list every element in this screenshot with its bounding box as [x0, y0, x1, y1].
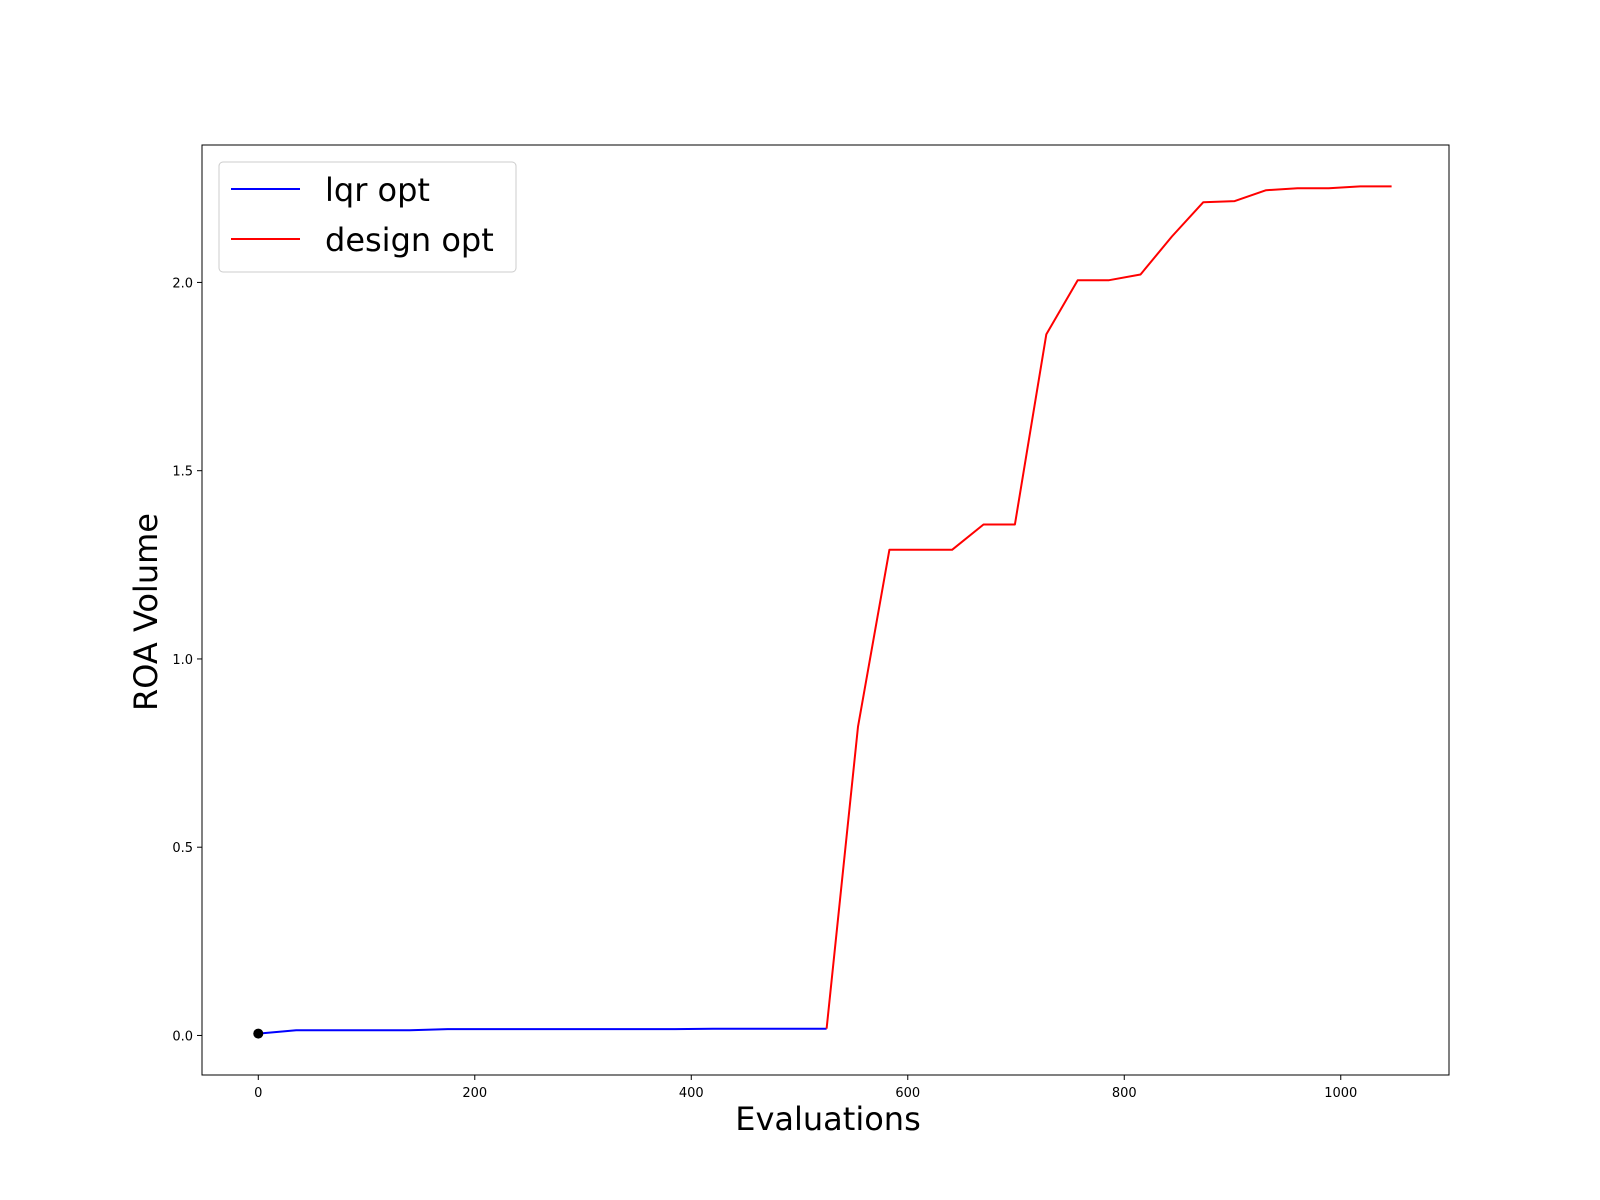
x-tick-label: 200	[462, 1086, 487, 1101]
x-tick-label: 600	[895, 1086, 920, 1101]
legend-label-lqr-opt: lqr opt	[325, 171, 430, 209]
legend: lqr opt design opt	[218, 161, 517, 273]
series-line-lqr-opt	[258, 1027, 827, 1035]
x-tick-label: 800	[1112, 1086, 1137, 1101]
x-axis-label: Evaluations	[735, 1100, 921, 1138]
y-tick-label: 1.0	[172, 653, 193, 668]
legend-label-design-opt: design opt	[325, 221, 494, 259]
axes-frame	[201, 144, 1450, 1076]
x-axis: 0 200 400 600 800 1000	[254, 1075, 1357, 1101]
y-axis-label: ROA Volume	[127, 513, 165, 711]
y-tick-label: 2.0	[172, 276, 193, 291]
start-point-marker	[253, 1028, 264, 1039]
x-tick-label: 400	[679, 1086, 704, 1101]
y-axis: 0.0 0.5 1.0 1.5 2.0	[172, 276, 202, 1044]
y-tick-label: 1.5	[172, 465, 193, 480]
y-tick-label: 0.0	[172, 1029, 193, 1044]
x-tick-label: 0	[254, 1086, 262, 1101]
series-line-design-opt	[825, 185, 1392, 1029]
plot-area	[201, 144, 1450, 1076]
y-tick-label: 0.5	[172, 841, 193, 856]
x-tick-label: 1000	[1324, 1086, 1357, 1101]
